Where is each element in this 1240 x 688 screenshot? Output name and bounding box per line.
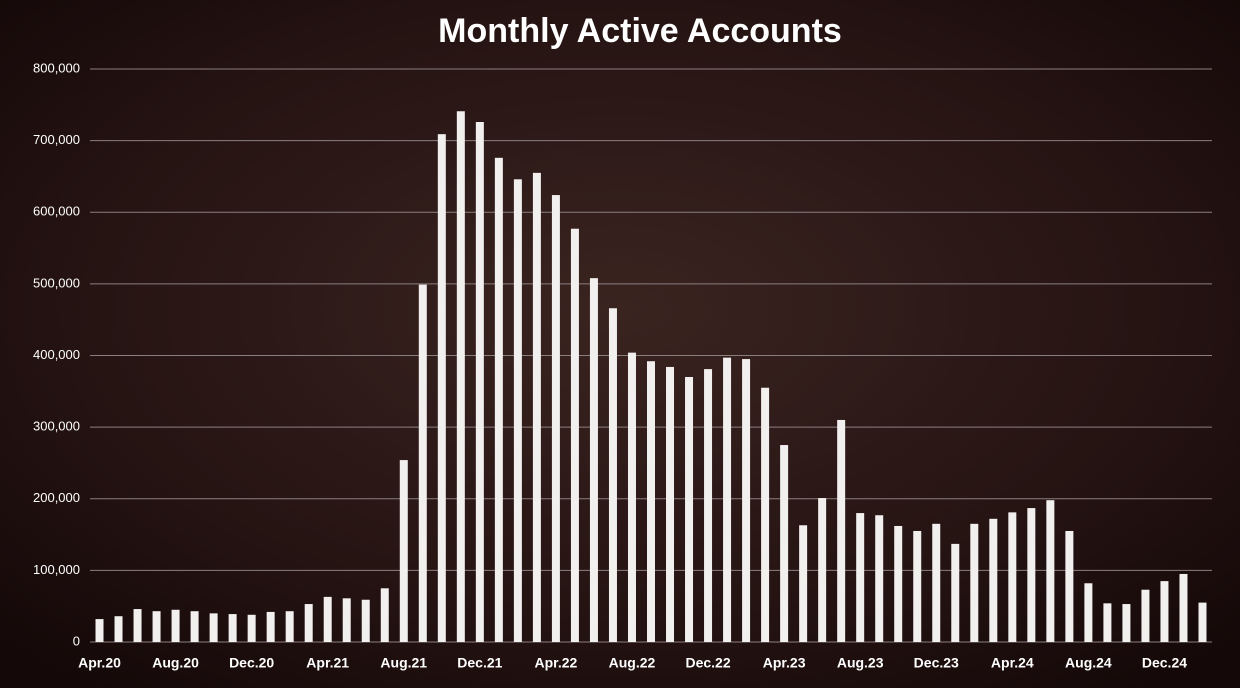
x-tick-label: Apr.21: [306, 655, 349, 671]
bar: [475, 122, 484, 642]
y-tick-label: 0: [73, 633, 80, 648]
x-tick-label: Dec.24: [1142, 655, 1187, 671]
x-tick-label: Aug.23: [837, 655, 884, 671]
bar: [856, 513, 865, 642]
bar: [95, 619, 104, 642]
bar: [742, 359, 751, 642]
bar: [780, 445, 789, 642]
x-tick-label: Aug.24: [1065, 655, 1112, 671]
x-tick-label: Dec.21: [457, 655, 502, 671]
bar: [342, 598, 351, 642]
bar: [380, 588, 389, 642]
bar: [1103, 603, 1112, 642]
bar: [608, 308, 617, 642]
y-tick-label: 700,000: [33, 132, 80, 147]
bar: [152, 611, 161, 642]
bar: [970, 523, 979, 642]
bar: [685, 376, 694, 642]
bar: [399, 460, 408, 642]
bar: [513, 179, 522, 643]
y-tick-label: 500,000: [33, 275, 80, 290]
y-tick-label: 300,000: [33, 419, 80, 434]
bar: [875, 515, 884, 642]
bar: [418, 284, 427, 642]
bar: [1198, 602, 1207, 642]
x-tick-label: Apr.23: [763, 655, 806, 671]
bar: [1027, 508, 1036, 642]
bar: [456, 111, 465, 643]
bar: [209, 613, 218, 642]
x-tick-label: Aug.20: [152, 655, 199, 671]
bar: [951, 543, 960, 642]
bar: [589, 278, 598, 642]
y-tick-label: 600,000: [33, 204, 80, 219]
y-tick-label: 400,000: [33, 347, 80, 362]
bar: [666, 366, 675, 642]
y-tick-label: 100,000: [33, 562, 80, 577]
bar: [437, 134, 446, 642]
x-tick-label: Apr.22: [535, 655, 578, 671]
bar: [913, 530, 922, 642]
bar: [247, 614, 256, 642]
bar: [532, 172, 541, 642]
bar: [361, 599, 370, 642]
bar: [285, 611, 294, 642]
bar: [1122, 604, 1131, 642]
x-tick-label: Dec.23: [914, 655, 959, 671]
bar: [723, 357, 732, 642]
bar: [894, 525, 903, 642]
bar: [266, 611, 275, 642]
bar: [932, 523, 941, 642]
bar: [1179, 573, 1188, 642]
bar: [704, 369, 713, 642]
chart-title: Monthly Active Accounts: [438, 12, 842, 50]
bar: [190, 611, 199, 642]
bar: [1084, 583, 1093, 642]
bar: [171, 609, 180, 642]
bar: [627, 352, 636, 642]
bar: [1141, 589, 1150, 642]
y-tick-label: 200,000: [33, 490, 80, 505]
bar: [114, 616, 123, 642]
bar: [1065, 530, 1074, 642]
x-tick-label: Dec.22: [685, 655, 730, 671]
bar: [989, 518, 998, 642]
bar: [494, 157, 503, 642]
x-tick-label: Dec.20: [229, 655, 274, 671]
x-tick-label: Apr.24: [991, 655, 1034, 671]
bar: [647, 361, 655, 642]
bar: [799, 525, 808, 642]
bar: [551, 195, 560, 642]
bar: [570, 228, 579, 642]
x-tick-label: Aug.21: [380, 655, 427, 671]
bar: [1008, 512, 1017, 642]
bar: [304, 604, 313, 642]
y-tick-label: 800,000: [33, 60, 80, 75]
bar: [1160, 581, 1169, 642]
bar: [228, 614, 237, 642]
bar: [761, 387, 770, 642]
bar: [818, 498, 827, 642]
bar: [837, 419, 846, 642]
bar: [1046, 500, 1055, 642]
bar: [133, 609, 142, 642]
bar: [323, 596, 332, 642]
x-tick-label: Aug.22: [609, 655, 656, 671]
x-tick-label: Apr.20: [78, 655, 121, 671]
